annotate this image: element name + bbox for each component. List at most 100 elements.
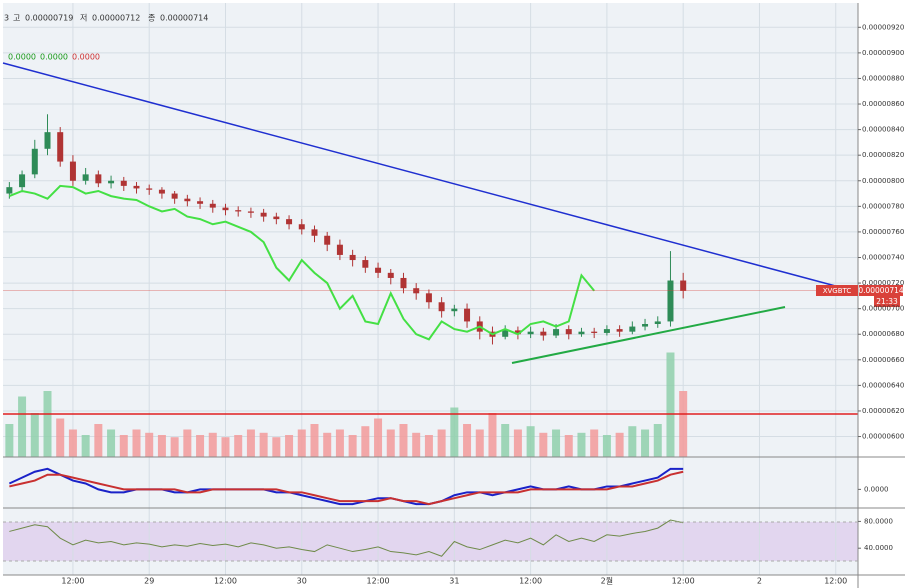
candle-body (616, 329, 623, 332)
indicator-value: 0.0000 (8, 53, 36, 62)
volume-bar (170, 437, 179, 457)
volume-bar (615, 432, 624, 457)
header-label: 고 (13, 14, 20, 23)
volume-bar (564, 435, 573, 457)
volume-bar (323, 432, 332, 457)
volume-bar (552, 429, 561, 457)
candle-body (591, 331, 598, 333)
candle-body (349, 254, 356, 261)
volume-bar (18, 396, 27, 457)
candle-body (44, 132, 51, 149)
volume-bar (641, 429, 650, 457)
candle-body (69, 161, 76, 181)
candle-body (31, 148, 38, 175)
volume-bar (285, 435, 294, 457)
macd-line (9, 470, 684, 506)
y-tick-label: 0.00000740 (862, 253, 904, 261)
candle-body (362, 260, 369, 268)
header-value: 0.00000712 (92, 14, 140, 23)
y-tick-label: 0.00000660 (862, 356, 904, 364)
x-tick-label: 31 (449, 577, 459, 586)
y-tick-label: 0.00000780 (862, 202, 904, 210)
candle-body (603, 329, 610, 333)
candle-body (197, 201, 204, 204)
volume-bar (119, 435, 128, 457)
candle-body (82, 174, 89, 181)
header-value: 0.00000719 (25, 14, 73, 23)
candle-body (146, 188, 153, 190)
x-tick-label: 12:00 (367, 577, 390, 586)
candle-body (298, 224, 305, 230)
symbol-label: XVGBTC (823, 287, 852, 295)
volume-bar (539, 432, 548, 457)
candle-body (57, 132, 64, 162)
volume-bar (81, 435, 90, 457)
volume-bar (94, 424, 103, 457)
volume-bar (43, 391, 52, 457)
candle-body (565, 329, 572, 335)
chikou-line (8, 184, 595, 341)
candle-body (527, 331, 534, 335)
candle-body (247, 211, 254, 213)
candle-body (336, 244, 343, 255)
volume-bar (361, 426, 370, 457)
candle-body (451, 308, 458, 312)
volume-bar (602, 435, 611, 457)
volume-bar (386, 429, 395, 457)
candle-body (324, 235, 331, 245)
volume-bar (437, 429, 446, 457)
x-tick-label: 12:00 (672, 577, 695, 586)
x-tick-label: 2월 (601, 576, 613, 586)
volume-bar (513, 429, 522, 457)
indicator-value: 0.0000 (72, 53, 100, 62)
volume-bar (666, 352, 675, 457)
volume-bar (424, 435, 433, 457)
y-tick-label: 0.00000860 (862, 100, 904, 108)
volume-bar (653, 424, 662, 457)
volume-bar (679, 391, 688, 457)
indicator-value: 0.0000 (40, 53, 68, 62)
volume-bar (208, 432, 217, 457)
volume-bar (221, 437, 230, 457)
candle-body (184, 198, 191, 202)
volume-bar (310, 424, 319, 457)
candle-body (209, 203, 216, 208)
volume-bar (68, 429, 77, 457)
plot-area (3, 3, 858, 575)
volume-bar (56, 418, 65, 457)
volume-bar (412, 432, 421, 457)
candle-body (222, 207, 229, 211)
volume-bar (399, 424, 408, 457)
y-tick-label: 0.00000680 (862, 330, 904, 338)
candle-body (553, 329, 560, 336)
x-tick-label: 12:00 (61, 577, 84, 586)
y-tick-label: 0.00000620 (862, 407, 904, 415)
y-tick-label: 0.00000800 (862, 177, 904, 185)
candle-body (400, 277, 407, 289)
volume-bar (259, 432, 268, 457)
marks (3, 114, 858, 557)
price-tag-value: 0.00000714 (858, 286, 904, 295)
volume-bar (196, 435, 205, 457)
candle-body (502, 330, 509, 337)
candle-body (425, 293, 432, 303)
y-tick-label: 40.0000 (864, 544, 893, 552)
volume-bar (590, 429, 599, 457)
countdown: 21:33 (876, 297, 898, 306)
header-prefix: 3 (4, 14, 9, 23)
volume-bar (183, 429, 192, 457)
candle-body (642, 323, 649, 327)
y-tick-label: 0.00000760 (862, 228, 904, 236)
header-label: 종 (148, 14, 155, 23)
grid (3, 3, 858, 575)
y-tick-label: 0.00000840 (862, 126, 904, 134)
candle-body (438, 302, 445, 312)
candle-body (311, 229, 318, 236)
trend-line-down (2, 62, 859, 293)
volume-bar (272, 437, 281, 457)
volume-bar (246, 429, 255, 457)
header-value: 0.00000714 (160, 14, 208, 23)
candle-body (667, 280, 674, 322)
x-tick-label: 30 (297, 577, 307, 586)
